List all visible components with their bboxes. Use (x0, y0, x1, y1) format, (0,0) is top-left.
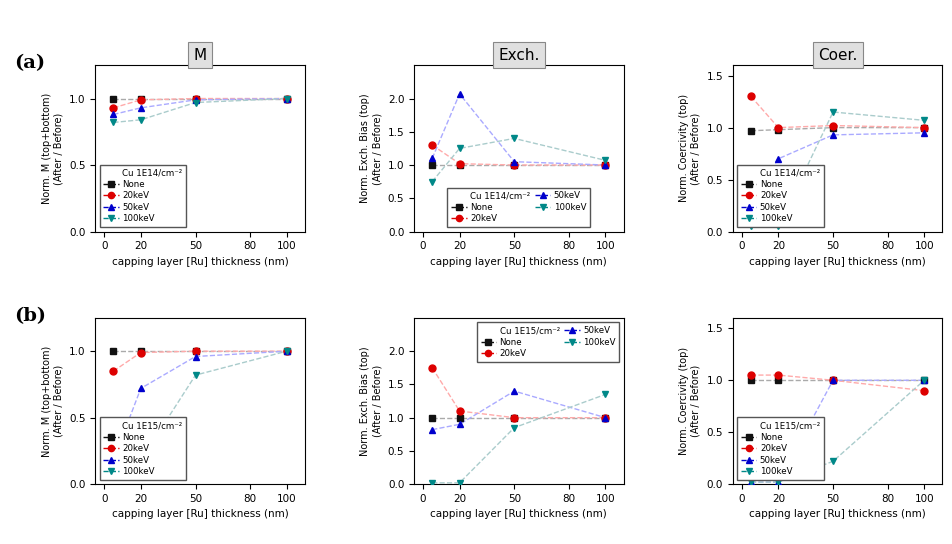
Text: M: M (193, 47, 207, 63)
Y-axis label: Norm. Coercivity (top)
(After / Before): Norm. Coercivity (top) (After / Before) (680, 94, 701, 202)
Legend: Cu 1E15/cm⁻², None, 20keV, 50keV, 100keV: Cu 1E15/cm⁻², None, 20keV, 50keV, 100keV (477, 322, 620, 362)
Text: Coer.: Coer. (818, 47, 858, 63)
Y-axis label: Norm. Exch. Bias (top)
(After / Before): Norm. Exch. Bias (top) (After / Before) (361, 94, 382, 203)
Legend: Cu 1E14/cm⁻², None, 20keV, 50keV, 100keV: Cu 1E14/cm⁻², None, 20keV, 50keV, 100keV (100, 165, 187, 227)
X-axis label: capping layer [Ru] thickness (nm): capping layer [Ru] thickness (nm) (430, 509, 607, 520)
Legend: Cu 1E14/cm⁻², None, 20keV, 50keV, 100keV: Cu 1E14/cm⁻², None, 20keV, 50keV, 100keV (447, 188, 590, 227)
X-axis label: capping layer [Ru] thickness (nm): capping layer [Ru] thickness (nm) (111, 257, 288, 267)
Legend: Cu 1E15/cm⁻², None, 20keV, 50keV, 100keV: Cu 1E15/cm⁻², None, 20keV, 50keV, 100keV (737, 417, 824, 480)
Text: Exch.: Exch. (498, 47, 540, 63)
Legend: Cu 1E14/cm⁻², None, 20keV, 50keV, 100keV: Cu 1E14/cm⁻², None, 20keV, 50keV, 100keV (737, 165, 824, 227)
X-axis label: capping layer [Ru] thickness (nm): capping layer [Ru] thickness (nm) (749, 257, 926, 267)
X-axis label: capping layer [Ru] thickness (nm): capping layer [Ru] thickness (nm) (111, 509, 288, 520)
X-axis label: capping layer [Ru] thickness (nm): capping layer [Ru] thickness (nm) (430, 257, 607, 267)
Y-axis label: Norm. M (top+bottom)
(After / Before): Norm. M (top+bottom) (After / Before) (42, 93, 64, 204)
Legend: Cu 1E15/cm⁻², None, 20keV, 50keV, 100keV: Cu 1E15/cm⁻², None, 20keV, 50keV, 100keV (100, 417, 187, 480)
X-axis label: capping layer [Ru] thickness (nm): capping layer [Ru] thickness (nm) (749, 509, 926, 520)
Y-axis label: Norm. M (top+bottom)
(After / Before): Norm. M (top+bottom) (After / Before) (42, 345, 64, 456)
Y-axis label: Norm. Exch. Bias (top)
(After / Before): Norm. Exch. Bias (top) (After / Before) (361, 346, 382, 456)
Text: (a): (a) (14, 54, 46, 72)
Text: (b): (b) (14, 307, 47, 325)
Y-axis label: Norm. Coercivity (top)
(After / Before): Norm. Coercivity (top) (After / Before) (680, 347, 701, 455)
